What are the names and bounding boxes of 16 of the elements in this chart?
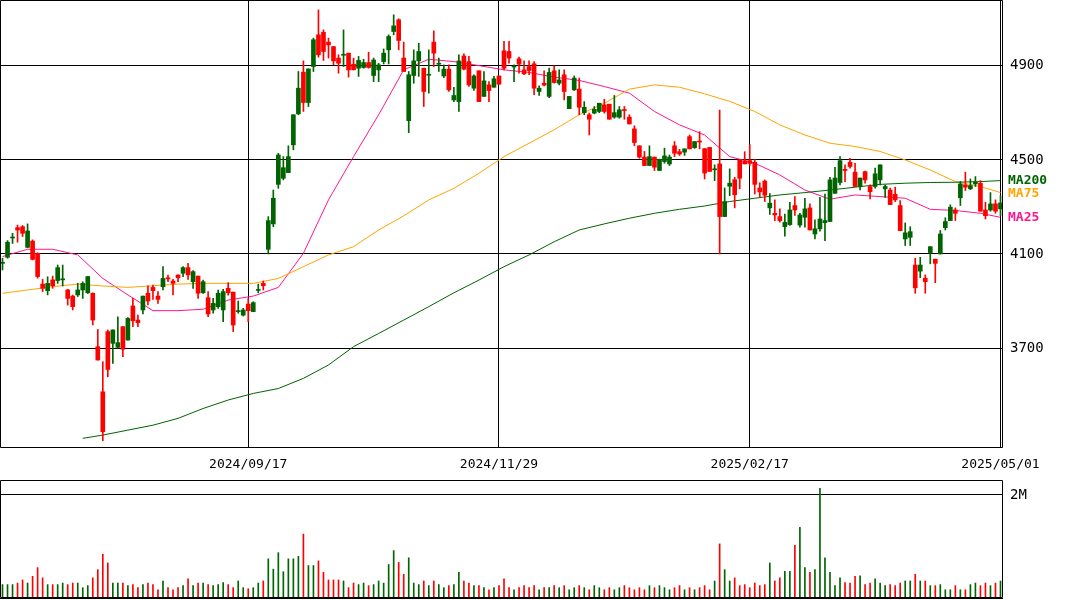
candlestick [476,70,482,102]
x-tick-label: 2024/11/29 [459,456,539,472]
candlestick [496,75,502,85]
y-tick-label: 4500 [1010,150,1044,167]
y-tick-label: 4100 [1010,244,1044,261]
series-label: MA75 [1008,184,1040,200]
series-label: MA200 [1008,171,1048,187]
x-tick-label: 2024/09/17 [209,456,288,472]
x-tick-label: 2025/02/17 [710,456,789,472]
candlestick [606,103,612,120]
y-tick-label: 3700 [1010,338,1044,355]
y-tick-label: 4900 [1010,56,1044,73]
y-tick-label: 2M [1010,485,1027,502]
series-label: MA25 [1008,208,1040,224]
candlestick [566,96,572,109]
x-tick-label: 2025/05/01 [961,456,1040,472]
